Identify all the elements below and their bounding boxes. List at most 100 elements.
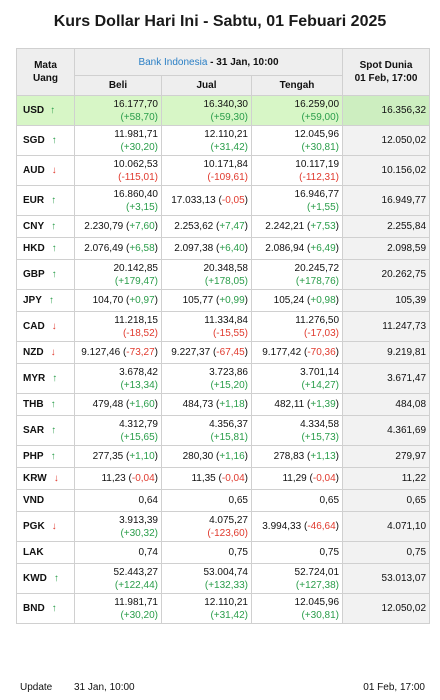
beli-change: (+122,44) bbox=[115, 580, 158, 591]
jual-change: (+7,47) bbox=[216, 221, 248, 232]
header-spot: Spot Dunia 01 Feb, 17:00 bbox=[342, 48, 431, 96]
paren-close: ) bbox=[244, 327, 248, 339]
beli-cell: 4.312,79 (+15,65) bbox=[74, 415, 162, 446]
paren-close: ) bbox=[244, 399, 248, 410]
paren-close: ) bbox=[335, 379, 340, 391]
paren-close: ) bbox=[154, 609, 158, 621]
tengah-change-value: +15,73 bbox=[304, 431, 336, 443]
paren-open: ( bbox=[207, 171, 211, 183]
tengah-value: 0,65 bbox=[319, 495, 340, 506]
paren-close: ) bbox=[244, 171, 248, 183]
paren-open: ( bbox=[204, 275, 209, 287]
paren-close: ) bbox=[244, 473, 248, 484]
tengah-value: 9.177,42 bbox=[262, 347, 302, 358]
currency-row-usd: USD ↑ 16.177,70 (+58,70) 16.340,30 (+59,30) 16… bbox=[16, 95, 431, 126]
paren-close: ) bbox=[335, 327, 340, 339]
jual-change-value: -123,60 bbox=[210, 527, 245, 539]
jual-change-value: -109,61 bbox=[210, 171, 245, 183]
currency-row-pgk: PGK ↓ 3.913,39 (+30,32) 4.075,27 (-123,60) 3.9… bbox=[16, 511, 431, 542]
beli-cell: 16.860,40 (+3,15) bbox=[74, 185, 162, 216]
paren-open: ( bbox=[210, 111, 214, 123]
paren-open: ( bbox=[114, 579, 119, 591]
jual-change-value: +1,18 bbox=[219, 399, 245, 410]
paren-close: ) bbox=[154, 527, 158, 539]
arrow-up-icon: ↑ bbox=[48, 295, 54, 306]
currency-code: SAR bbox=[23, 425, 45, 436]
jual-value: 11,35 bbox=[191, 473, 216, 484]
paren-open: ( bbox=[210, 379, 214, 391]
currency-code: KRW bbox=[23, 473, 47, 484]
tengah-value: 16.259,00 bbox=[294, 98, 340, 110]
currency-cell: AUD ↓ bbox=[16, 155, 75, 186]
paren-open: ( bbox=[207, 527, 211, 539]
tengah-change-value: +59,00 bbox=[304, 111, 336, 123]
currency-cell: SAR ↑ bbox=[16, 415, 75, 446]
paren-close: ) bbox=[244, 141, 248, 153]
header-jual: Jual bbox=[161, 75, 252, 96]
spot-cell: 105,39 bbox=[342, 289, 431, 312]
paren-open: ( bbox=[301, 141, 305, 153]
beli-change: (+3,15) bbox=[126, 202, 158, 213]
paren-open: ( bbox=[126, 201, 130, 213]
currency-row-sgd: SGD ↑ 11.981,71 (+30,20) 12.110,21 (+31,42) 12… bbox=[16, 125, 431, 156]
arrow-down-icon: ↓ bbox=[51, 165, 57, 176]
beli-value: 104,70 bbox=[92, 295, 124, 306]
jual-value: 17.033,13 bbox=[171, 195, 216, 206]
currency-cell: USD ↑ bbox=[16, 95, 75, 126]
beli-change: (+30,20) bbox=[120, 142, 158, 153]
paren-open: ( bbox=[307, 221, 311, 232]
spot-cell: 16.356,32 bbox=[342, 95, 431, 126]
beli-value: 479,48 bbox=[92, 399, 124, 410]
tengah-value: 11.276,50 bbox=[295, 314, 340, 326]
jual-cell: 17.033,13 (-0,05) bbox=[161, 185, 252, 216]
currency-row-thb: THB ↑ 479,48 (+1,60) 484,73 (+1,18) 482,11 (… bbox=[16, 393, 431, 416]
paren-close: ) bbox=[244, 243, 248, 254]
tengah-cell: 105,24 (+0,98) bbox=[250, 289, 344, 312]
footer-bi-time: 31 Jan, 10:00 bbox=[74, 682, 135, 693]
tengah-change: (+7,53) bbox=[307, 221, 339, 232]
jual-value: 2.097,38 bbox=[174, 243, 214, 254]
jual-change: (-67,45) bbox=[213, 347, 248, 358]
tengah-cell: 20.245,72 (+178,76) bbox=[250, 259, 344, 290]
currency-row-cny: CNY ↑ 2.230,79 (+7,60) 2.253,62 (+7,47) 2.24… bbox=[16, 215, 431, 238]
jual-change: (+0,99) bbox=[216, 295, 248, 306]
jual-cell: 0,75 bbox=[161, 541, 252, 564]
jual-change-value: +31,42 bbox=[213, 141, 245, 153]
currency-cell: GBP ↑ bbox=[16, 259, 75, 290]
tengah-cell: 12.045,96 (+30,81) bbox=[250, 593, 344, 624]
jual-change: (+31,42) bbox=[210, 610, 248, 621]
jual-value: 280,30 bbox=[182, 451, 214, 462]
tengah-value: 10.117,19 bbox=[295, 158, 340, 170]
beli-value: 2.230,79 bbox=[84, 221, 124, 232]
paren-open: ( bbox=[216, 295, 220, 306]
paren-close: ) bbox=[154, 473, 158, 484]
jual-cell: 20.348,58 (+178,05) bbox=[161, 259, 252, 290]
paren-open: ( bbox=[118, 171, 122, 183]
paren-open: ( bbox=[307, 399, 311, 410]
tengah-cell: 3.994,33 (-46,64) bbox=[250, 511, 344, 542]
tengah-change-value: +1,55 bbox=[310, 201, 336, 213]
tengah-change: (-112,31) bbox=[299, 172, 339, 183]
paren-open: ( bbox=[210, 141, 214, 153]
paren-close: ) bbox=[335, 275, 340, 287]
paren-open: ( bbox=[216, 399, 220, 410]
beli-cell: 0,74 bbox=[74, 541, 162, 564]
bank-indonesia-link[interactable]: Bank Indonesia bbox=[138, 56, 208, 68]
jual-change: (+1,18) bbox=[216, 399, 248, 410]
tengah-change-value: -46,64 bbox=[307, 521, 336, 532]
paren-close: ) bbox=[244, 431, 248, 443]
currency-code: KWD bbox=[23, 573, 47, 584]
beli-change-value: +15,65 bbox=[123, 431, 155, 443]
beli-change-value: +30,20 bbox=[123, 141, 155, 153]
currency-row-gbp: GBP ↑ 20.142,85 (+179,47) 20.348,58 (+178,05)… bbox=[16, 259, 431, 290]
header-currency: Mata Uang bbox=[16, 48, 75, 96]
beli-change: (+30,20) bbox=[120, 610, 158, 621]
spot-cell: 2.255,84 bbox=[342, 215, 431, 238]
paren-open: ( bbox=[120, 431, 124, 443]
paren-open: ( bbox=[120, 379, 124, 391]
bi-date: - 31 Jan, 10:00 bbox=[207, 56, 279, 68]
paren-open: ( bbox=[307, 243, 311, 254]
paren-open: ( bbox=[120, 111, 124, 123]
paren-open: ( bbox=[307, 451, 311, 462]
currency-row-sar: SAR ↑ 4.312,79 (+15,65) 4.356,37 (+15,81) 4.33… bbox=[16, 415, 431, 446]
